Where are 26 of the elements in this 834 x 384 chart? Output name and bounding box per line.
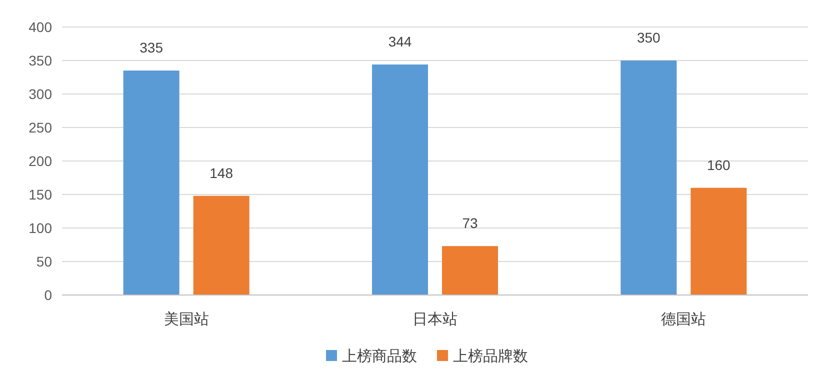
x-tick-label: 美国站 [164, 311, 209, 328]
data-label: 160 [706, 156, 731, 173]
y-tick-label: 100 [28, 220, 52, 236]
y-tick-label: 300 [28, 86, 52, 102]
y-tick-label: 50 [36, 254, 52, 270]
y-tick-label: 150 [28, 186, 52, 202]
x-tick-label: 日本站 [412, 311, 458, 328]
data-label: 148 [210, 164, 234, 181]
y-tick-label: 0 [44, 287, 52, 303]
data-label: 350 [636, 30, 661, 46]
x-tick-label: 德国站 [661, 311, 706, 328]
data-label: 335 [140, 40, 164, 56]
y-tick-label: 350 [28, 52, 52, 68]
bar [620, 60, 677, 295]
y-tick-label: 400 [28, 19, 52, 35]
bar [123, 70, 180, 295]
data-label: 73 [462, 215, 478, 232]
y-tick-label: 250 [28, 120, 52, 136]
legend-label: 上榜商品数 [342, 348, 417, 365]
bar [690, 188, 747, 295]
bar [442, 246, 498, 295]
data-label: 344 [388, 34, 412, 50]
bar [372, 64, 428, 295]
bar [193, 196, 250, 295]
y-tick-label: 200 [28, 153, 52, 169]
legend-label: 上榜品牌数 [453, 348, 528, 365]
